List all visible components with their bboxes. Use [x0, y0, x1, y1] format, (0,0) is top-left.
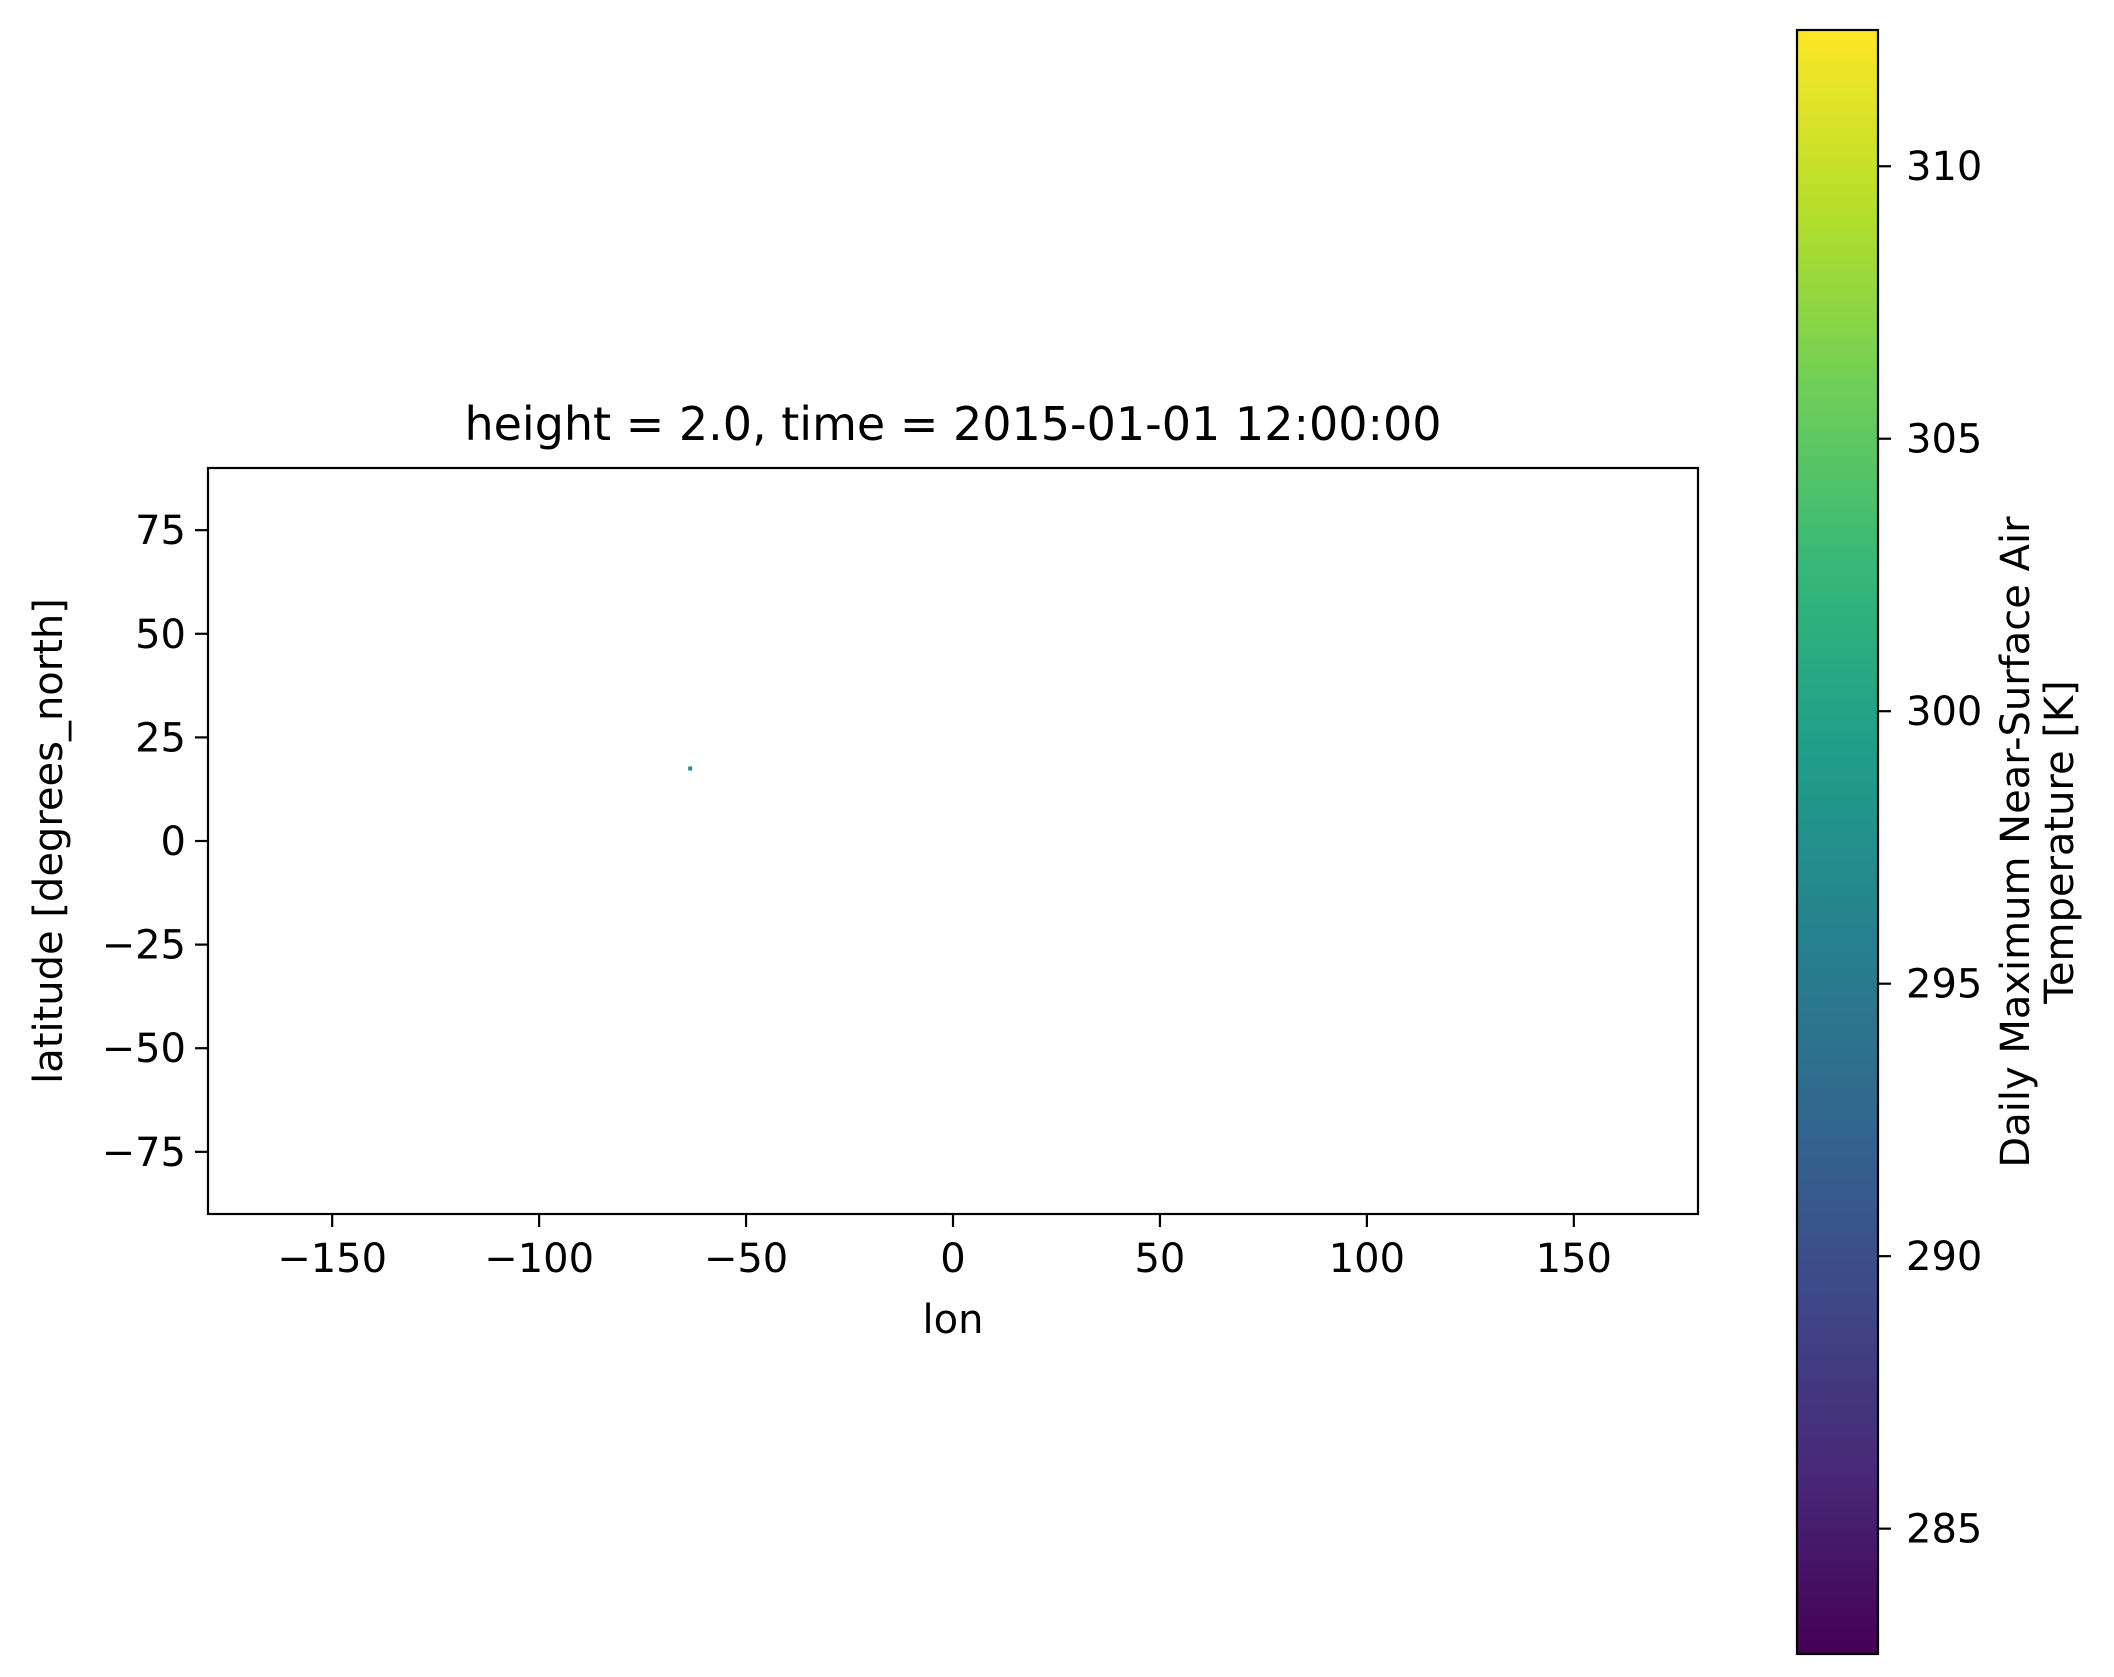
x-tick-label: −150 [277, 1236, 387, 1282]
colorbar [1795, 28, 1880, 1656]
x-axis-ticks: −150 −100 −50 0 50 100 150 [277, 1214, 1612, 1282]
colorbar-label-line1: Daily Maximum Near-Surface Air [1993, 516, 2039, 1168]
chart-title: height = 2.0, time = 2015-01-01 12:00:00 [464, 397, 1441, 451]
x-axis-label: lon [923, 1297, 984, 1343]
y-axis-label: latitude [degrees_north] [26, 598, 72, 1084]
colorbar-tick-label: 295 [1906, 962, 1982, 1008]
y-tick-label: 0 [161, 819, 186, 865]
x-tick-label: 0 [940, 1236, 965, 1282]
colorbar-tick-label: 285 [1906, 1507, 1982, 1553]
y-tick-label: 50 [135, 612, 186, 658]
plot-area [206, 466, 1700, 1216]
x-tick-label: −100 [484, 1236, 594, 1282]
colorbar-tick-label: 305 [1906, 417, 1982, 463]
colorbar-tick-label: 300 [1906, 689, 1982, 735]
x-tick-label: −50 [704, 1236, 788, 1282]
y-tick-label: 25 [135, 715, 186, 761]
colorbar-label: Daily Maximum Near-Surface Air Temperatu… [1993, 516, 2083, 1168]
data-cells [688, 766, 693, 771]
colorbar-label-line2: Temperature [K] [2037, 680, 2083, 1005]
x-tick-label: 150 [1536, 1236, 1612, 1282]
colorbar-tick-label: 310 [1906, 144, 1982, 190]
x-tick-label: 50 [1134, 1236, 1185, 1282]
y-axis-ticks: 75 50 25 0 −25 −50 −75 [102, 508, 208, 1176]
y-tick-label: −25 [102, 923, 186, 969]
y-tick-label: −50 [102, 1026, 186, 1072]
colorbar-ticks: 285 290 295 300 305 310 [1878, 144, 1982, 1553]
data-cell [688, 766, 693, 771]
x-tick-label: 100 [1329, 1236, 1405, 1282]
y-tick-label: 75 [135, 508, 186, 554]
colorbar-tick-label: 290 [1906, 1234, 1982, 1280]
y-tick-label: −75 [102, 1130, 186, 1176]
